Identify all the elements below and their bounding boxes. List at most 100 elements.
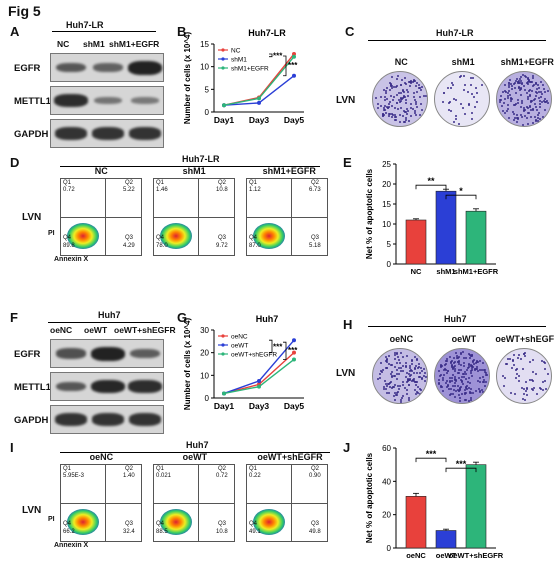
- colony-dot: [383, 380, 386, 383]
- colony-dot: [415, 380, 418, 383]
- colony-dot: [423, 95, 426, 98]
- colony-dot: [407, 90, 410, 93]
- blot-row-label: GAPDH: [14, 129, 49, 140]
- colony-dot: [392, 85, 395, 88]
- colony-dot: [474, 87, 477, 90]
- colony-dot: [407, 377, 410, 380]
- panel-f-rule: [48, 322, 160, 323]
- colony-dot: [388, 102, 391, 105]
- colony-dot: [453, 377, 456, 380]
- colony-dot: [458, 368, 461, 371]
- colony-dot: [390, 372, 392, 375]
- colony-dot: [507, 117, 510, 120]
- colony-dot: [480, 83, 483, 86]
- colony-dot: [383, 108, 386, 111]
- colony-dot: [464, 377, 467, 380]
- colony-dot: [539, 99, 542, 102]
- colony-dot: [509, 94, 512, 97]
- colony-dot: [523, 106, 526, 109]
- colony-dot: [390, 84, 393, 87]
- colony-dot: [461, 107, 464, 110]
- significance-label: ***: [456, 459, 467, 469]
- colony-dot: [464, 371, 467, 374]
- colony-dot: [536, 88, 539, 91]
- colony-dot: [504, 376, 507, 379]
- y-tick-label: 10: [382, 220, 391, 229]
- colony-dot: [463, 392, 466, 395]
- colony-dot: [475, 362, 478, 365]
- colony-dot: [516, 373, 519, 376]
- colony-dot: [513, 116, 516, 119]
- colony-dot: [409, 378, 412, 381]
- legend-label: oeNC: [231, 334, 248, 341]
- colony-dot: [531, 121, 534, 124]
- blot-gapdh: [50, 405, 164, 434]
- colony-dot: [524, 115, 527, 118]
- colony-dot: [384, 382, 387, 385]
- gate-h: [61, 217, 141, 218]
- colony-dot: [408, 397, 411, 400]
- colony-dot: [523, 393, 526, 396]
- colony-dot: [454, 360, 457, 363]
- colony-dot: [387, 382, 390, 385]
- colony-dot: [526, 95, 529, 98]
- q3-label: Q3: [311, 521, 320, 527]
- colony-dot: [406, 389, 409, 392]
- colony-dot: [521, 81, 524, 84]
- colony-dot: [381, 371, 384, 374]
- colony-dot: [531, 75, 534, 78]
- colony-dot: [451, 83, 454, 86]
- colony-dot: [444, 363, 447, 366]
- blot-band: [54, 127, 88, 140]
- colony-dot: [400, 99, 403, 102]
- colony-dot: [547, 101, 550, 104]
- lane-label: NC: [57, 39, 70, 49]
- gate-h: [154, 217, 234, 218]
- q2-label: Q2: [311, 180, 320, 186]
- colony-dot: [521, 100, 524, 103]
- colony-dot: [540, 95, 543, 98]
- colony-dot: [405, 101, 408, 104]
- colony-dot: [466, 380, 469, 383]
- colony-dot: [462, 375, 465, 378]
- colony-dot: [511, 366, 513, 369]
- colony-dot: [408, 369, 411, 372]
- significance-bracket: [283, 341, 287, 360]
- colony-dot: [475, 360, 478, 363]
- colony-dot: [521, 368, 524, 371]
- colony-dot: [544, 361, 547, 364]
- colony-dot: [399, 367, 402, 370]
- colony-dot: [409, 373, 412, 376]
- colony-dot: [420, 88, 423, 91]
- flow-x-axis-label: Annexin X: [54, 256, 89, 263]
- colony-dot: [399, 120, 402, 123]
- colony-dot: [414, 383, 417, 386]
- colony-dot: [451, 374, 454, 377]
- colony-dot: [526, 81, 529, 84]
- q4-label: Q4: [63, 521, 72, 527]
- q3-label: Q3: [311, 235, 320, 241]
- colony-dot: [453, 388, 456, 391]
- colony-dot: [544, 90, 547, 93]
- data-point: [292, 338, 296, 343]
- colony-dot: [402, 110, 405, 113]
- colony-well: [434, 348, 490, 404]
- colony-dot: [479, 368, 482, 371]
- colony-dot: [541, 388, 544, 391]
- colony-dot: [534, 115, 537, 118]
- blot-band: [130, 348, 160, 359]
- colony-dot: [394, 116, 397, 119]
- colony-dot: [462, 362, 465, 365]
- y-tick-label: 10: [200, 63, 209, 72]
- colony-dot: [517, 357, 520, 360]
- colony-dot: [510, 84, 513, 87]
- colony-dot: [503, 97, 506, 100]
- q2-label: Q2: [125, 180, 134, 186]
- q4-value: 49.1: [249, 529, 261, 535]
- well-label: NC: [394, 57, 408, 67]
- colony-dot: [500, 98, 503, 101]
- colony-dot: [531, 100, 533, 102]
- significance-bracket: [269, 339, 273, 354]
- colony-dot: [537, 83, 540, 86]
- blot-band: [54, 93, 88, 108]
